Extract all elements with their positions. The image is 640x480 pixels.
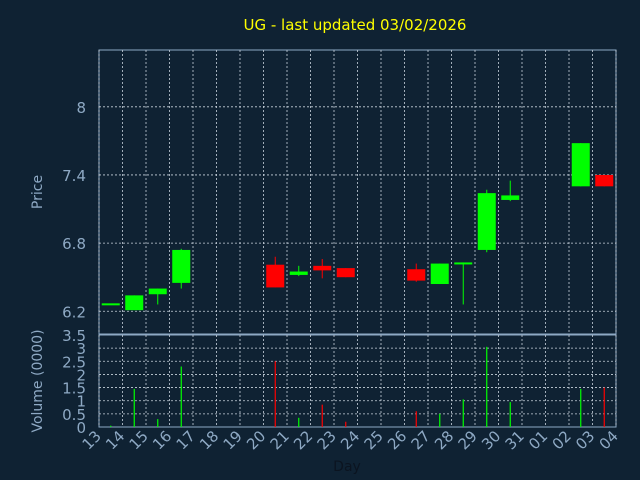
x-tick-label: 04 [596, 427, 622, 453]
candle [148, 288, 167, 305]
candle-body [336, 268, 355, 278]
x-tick-label: 03 [572, 427, 598, 453]
volume-tick-label: 1.5 [62, 380, 86, 398]
candle [407, 263, 426, 282]
candles [101, 143, 614, 311]
candle-body [125, 295, 144, 311]
x-axis-label: Day [333, 459, 361, 475]
x-tick-label: 28 [431, 427, 457, 453]
price-tick-label: 6.8 [62, 235, 86, 253]
candle [172, 248, 191, 289]
x-tick-label: 14 [102, 427, 128, 453]
candle [289, 265, 308, 277]
x-tick-label: 18 [196, 427, 222, 453]
candle-body [407, 269, 426, 281]
candle-body [266, 264, 285, 288]
candle [313, 259, 332, 279]
price-tick-label: 7.4 [62, 167, 86, 185]
candle-body [172, 249, 191, 283]
x-tick-label: 26 [384, 427, 410, 453]
price-panel: 6.2 6.8 7.4 8 [62, 49, 617, 335]
x-tick-label: 17 [173, 427, 199, 453]
candle [454, 262, 473, 305]
volume-tick-label: 2 [76, 366, 86, 384]
chart-title: UG - last updated 03/02/2026 [244, 16, 467, 34]
price-tick-label: 8 [76, 99, 86, 117]
x-tick-label: 02 [549, 427, 575, 453]
candle-body [454, 262, 473, 265]
volume-tick-label: 3.5 [62, 327, 86, 345]
volume-gridlines [98, 335, 617, 427]
candle [595, 174, 614, 187]
candle [125, 295, 144, 311]
volume-bars [110, 346, 605, 427]
volume-tick-label: 3 [76, 340, 86, 358]
candle [266, 256, 285, 288]
candle-body [595, 174, 614, 187]
x-tick-label: 29 [455, 427, 481, 453]
x-tick-label: 15 [126, 427, 152, 453]
candle-body [148, 288, 167, 295]
price-y-label: Price [30, 175, 46, 209]
price-tick-label: 6.2 [62, 303, 86, 321]
x-tick-label: 30 [478, 427, 504, 453]
volume-y-ticks: 00.511.522.533.5 [62, 327, 86, 437]
x-tick-label: 23 [314, 427, 340, 453]
x-tick-label: 27 [408, 427, 434, 453]
x-tick-label: 01 [525, 427, 551, 453]
candle-body [430, 263, 449, 285]
volume-tick-label: 0 [76, 419, 86, 437]
volume-tick-label: 0.5 [62, 406, 86, 424]
candle [477, 189, 496, 253]
candle-body [571, 143, 590, 187]
x-tick-label: 16 [149, 427, 175, 453]
candle-body [501, 195, 520, 200]
volume-y-label: Volume (0000) [30, 329, 46, 432]
x-tick-label: 21 [267, 427, 293, 453]
x-tick-label: 24 [337, 427, 363, 453]
candle [336, 268, 355, 278]
price-y-ticks: 6.2 6.8 7.4 8 [62, 99, 86, 321]
candle [501, 180, 520, 202]
candle [571, 143, 590, 187]
x-tick-label: 22 [290, 427, 316, 453]
candle [430, 263, 449, 285]
candle-body [477, 193, 496, 250]
volume-panel: 00.511.522.533.5 [62, 327, 617, 437]
x-tick-label: 19 [220, 427, 246, 453]
x-axis-ticks: 1314151617181920212223242526272829303101… [79, 427, 622, 453]
x-tick-label: 31 [502, 427, 528, 453]
candle [101, 303, 120, 306]
x-tick-label: 20 [243, 427, 269, 453]
price-gridlines [98, 50, 617, 334]
candle-body [313, 265, 332, 271]
volume-tick-label: 1 [76, 393, 86, 411]
x-tick-label: 25 [361, 427, 387, 453]
candle-body [289, 271, 308, 275]
volume-tick-label: 2.5 [62, 353, 86, 371]
candle-body [101, 303, 120, 306]
